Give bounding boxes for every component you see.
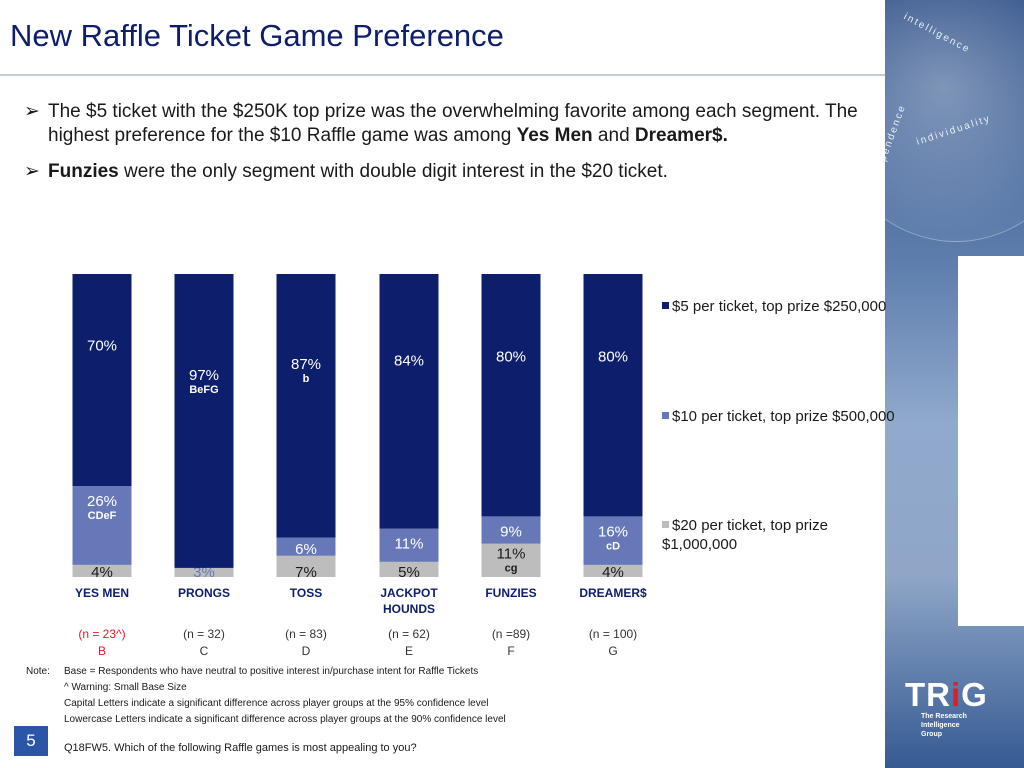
- significance-label: BeFG: [189, 384, 218, 396]
- data-label: 16%: [598, 523, 628, 540]
- bullet-text-bold: Yes Men: [516, 125, 593, 146]
- bar-segment: [583, 516, 643, 565]
- group-letter-label: F: [507, 644, 514, 658]
- category-label: DREAMER$: [579, 586, 647, 600]
- bullet-text: The $5 ticket with the $250K top prize w…: [48, 101, 858, 146]
- data-label: 7%: [295, 564, 317, 581]
- data-label: 6%: [295, 541, 317, 558]
- note-line: Capital Letters indicate a significant d…: [64, 698, 489, 709]
- group-letter-label: G: [608, 644, 617, 658]
- bar-segment: [481, 543, 541, 577]
- base-size-label: (n = 100): [589, 627, 637, 641]
- bullet-text: were the only segment with double digit …: [118, 161, 668, 182]
- base-size-label: (n = 62): [388, 627, 430, 641]
- base-size-label: (n = 83): [285, 627, 327, 641]
- note-line: Base = Respondents who have neutral to p…: [64, 666, 479, 677]
- legend-item-10: $10 per ticket, top prize $500,000: [662, 407, 932, 426]
- page-number: 5: [14, 726, 48, 756]
- data-label: 70%: [87, 337, 117, 354]
- page-title: New Raffle Ticket Game Preference: [10, 18, 504, 53]
- legend-label: $5 per ticket, top prize $250,000: [672, 298, 887, 315]
- data-label: 4%: [91, 564, 113, 581]
- legend-swatch: [662, 411, 669, 419]
- logo-subtitle: The Research Intelligence Group: [921, 713, 967, 738]
- bar-segment: [276, 537, 336, 556]
- note-label: Note:: [26, 666, 50, 677]
- base-size-label: (n = 32): [183, 627, 225, 641]
- bar-segment: [481, 516, 541, 544]
- data-label: 3%: [193, 564, 215, 581]
- group-letter-label: B: [98, 644, 106, 658]
- data-label: 80%: [496, 348, 526, 365]
- bar-segment: [379, 274, 439, 529]
- bullet-text: and: [592, 125, 635, 146]
- data-label: 87%: [291, 356, 321, 373]
- bullet-item: ➢ The $5 ticket with the $250K top prize…: [24, 100, 884, 148]
- significance-label: cg: [505, 563, 518, 575]
- logo-wordmark: TRiG: [905, 676, 988, 713]
- data-label: 11%: [497, 546, 526, 563]
- title-divider: [0, 74, 885, 76]
- significance-label: CDeF: [88, 510, 117, 522]
- data-label: 9%: [500, 523, 522, 540]
- bar-segment: [481, 274, 541, 517]
- legend-swatch: [662, 301, 669, 309]
- bar-segment: [174, 567, 234, 577]
- bar-segment: [72, 486, 132, 565]
- note-line: Lowercase Letters indicate a significant…: [64, 714, 506, 725]
- category-label: JACKPOT: [380, 586, 438, 600]
- data-label: 97%: [189, 367, 219, 384]
- legend-item-20: $20 per ticket, top prize $1,000,000: [662, 516, 872, 554]
- data-label: 84%: [394, 353, 424, 370]
- bullet-arrow-icon: ➢: [24, 101, 40, 122]
- legend-label: $20 per ticket, top prize $1,000,000: [662, 517, 828, 553]
- bar-segment: [72, 564, 132, 577]
- significance-label: b: [303, 373, 310, 385]
- bar-segment: [379, 561, 439, 577]
- bar-segment: [276, 274, 336, 538]
- data-label: 4%: [602, 564, 624, 581]
- group-letter-label: E: [405, 644, 413, 658]
- bar-segment: [276, 555, 336, 577]
- survey-question: Q18FW5. Which of the following Raffle ga…: [64, 742, 417, 754]
- base-size-label: (n = 23^): [78, 627, 125, 641]
- bullet-arrow-icon: ➢: [24, 161, 40, 182]
- data-label: 5%: [398, 564, 420, 581]
- category-label: HOUNDS: [383, 602, 435, 616]
- legend-item-5: $5 per ticket, top prize $250,000: [662, 297, 932, 316]
- note-lines: Base = Respondents who have neutral to p…: [64, 664, 506, 728]
- data-label: 26%: [87, 493, 117, 510]
- bar-segment: [72, 274, 132, 487]
- category-label: PRONGS: [178, 586, 230, 600]
- category-label: TOSS: [290, 586, 322, 600]
- bullet-text-bold: Dreamer$.: [634, 125, 728, 146]
- globe-graphic: [885, 0, 1024, 242]
- group-letter-label: C: [200, 644, 209, 658]
- data-label: 80%: [598, 348, 628, 365]
- category-label: YES MEN: [75, 586, 129, 600]
- bullet-text-bold: Funzies: [48, 161, 119, 182]
- chart-panel-background: [958, 256, 1024, 626]
- bar-segment: [583, 274, 643, 517]
- note-line: ^ Warning: Small Base Size: [64, 682, 187, 693]
- data-label: 11%: [395, 536, 424, 553]
- base-size-label: (n =89): [492, 627, 530, 641]
- bar-segment: [174, 274, 234, 568]
- trig-logo: TRiG The Research Intelligence Group: [905, 676, 988, 739]
- group-letter-label: D: [302, 644, 311, 658]
- bullet-list: ➢ The $5 ticket with the $250K top prize…: [24, 100, 884, 196]
- legend-label: $10 per ticket, top prize $500,000: [672, 408, 895, 425]
- legend-swatch: [662, 520, 669, 528]
- bullet-item: ➢ Funzies were the only segment with dou…: [24, 160, 884, 184]
- category-label: FUNZIES: [485, 586, 536, 600]
- bar-segment: [379, 528, 439, 562]
- bar-segment: [583, 564, 643, 577]
- significance-label: cD: [606, 540, 620, 552]
